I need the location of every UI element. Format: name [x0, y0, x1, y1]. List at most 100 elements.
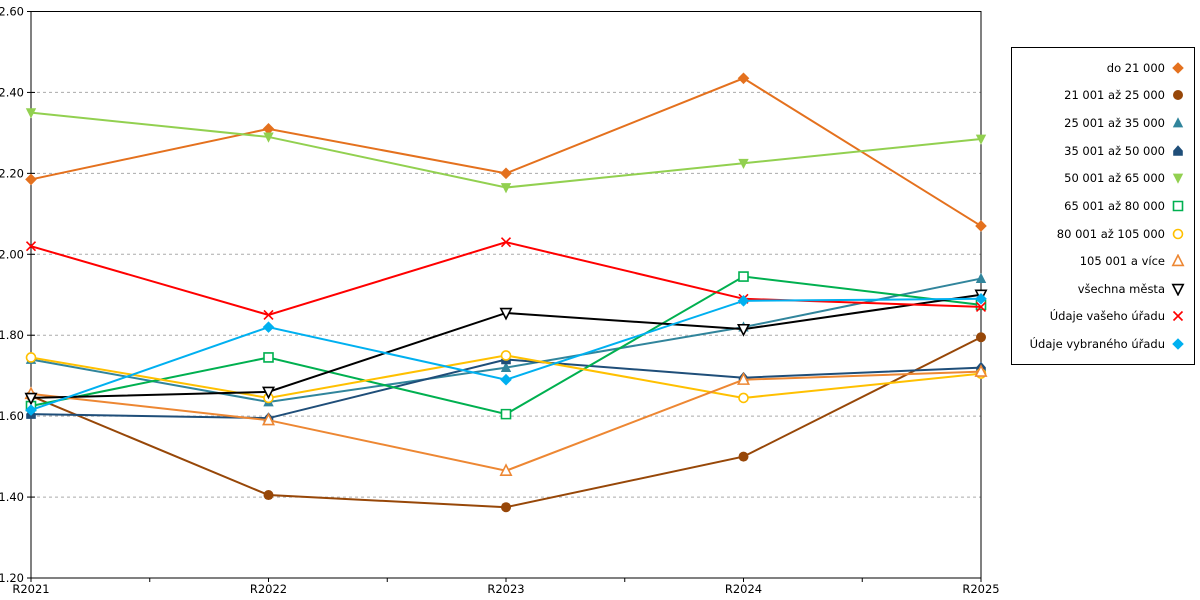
triangle-up-open-marker-icon [974, 364, 988, 377]
legend-item-label: 35 001 až 50 000 [1064, 143, 1165, 158]
triangle-down-open-icon [1171, 283, 1185, 296]
legend-item-label: 105 001 a více [1079, 254, 1165, 269]
legend-item-6: 80 001 až 105 000 [1016, 221, 1186, 247]
triangle-down-filled-icon [1172, 173, 1184, 185]
legend-item-label: 80 001 až 105 000 [1056, 226, 1165, 241]
x-marker-icon [1172, 311, 1184, 322]
pentagon-filled-marker-icon [1173, 144, 1183, 156]
triangle-down-open-marker-icon [1171, 283, 1185, 296]
circle-filled-marker-icon [501, 502, 511, 513]
series-markers-10 [25, 292, 987, 416]
legend-item-10: Údaje vybraného úřadu [1016, 331, 1186, 357]
triangle-down-open-marker-icon [499, 307, 513, 321]
circle-filled-marker-icon [1173, 90, 1183, 101]
diamond-filled-marker-icon [500, 167, 512, 180]
x-icon [1172, 311, 1184, 322]
square-open-marker-icon [500, 408, 512, 420]
x-axis-label: R2022 [250, 582, 287, 596]
series-markers-8 [24, 289, 988, 406]
triangle-up-filled-marker-icon [1172, 117, 1184, 128]
legend-item-1: 21 001 až 25 000 [1016, 82, 1186, 108]
y-axis-label: 1.80 [0, 328, 24, 342]
series-line-0 [30, 77, 982, 227]
diamond-filled-marker-icon [737, 295, 750, 307]
diamond-filled-marker-icon [975, 220, 987, 232]
triangle-up-open-marker-icon [499, 463, 513, 476]
diamond-filled-marker-icon [737, 72, 750, 85]
triangle-up-filled-marker-icon [975, 272, 987, 283]
y-axis-label: 2.40 [0, 85, 24, 99]
circle-open-icon [1172, 228, 1184, 239]
legend-item-5: 65 001 až 80 000 [1016, 193, 1186, 219]
series-markers-2 [25, 272, 987, 407]
circle-filled-icon [1173, 90, 1183, 101]
square-open-marker-icon [1172, 200, 1184, 212]
y-axis-label: 2.20 [0, 166, 24, 180]
y-axis-label: 1.40 [0, 490, 24, 504]
legend-item-3: 35 001 až 50 000 [1016, 138, 1186, 164]
x-marker-icon [263, 309, 274, 321]
legend-item-0: do 21 000 [1016, 55, 1186, 81]
pentagon-filled-icon [1173, 144, 1183, 156]
chart-legend: do 21 000 21 001 až 25 000 25 001 až 35 00… [1011, 47, 1195, 365]
diamond-filled-marker-icon [25, 173, 37, 186]
triangle-up-open-marker-icon [1171, 254, 1185, 267]
legend-item-7: 105 001 a více [1016, 248, 1186, 274]
x-marker-icon [500, 237, 512, 248]
diamond-filled-icon [1172, 62, 1184, 74]
diamond-filled-marker-icon [262, 123, 275, 135]
triangle-down-filled-marker-icon [738, 158, 749, 170]
triangle-down-open-marker-icon [24, 392, 38, 406]
x-axis-label: R2023 [487, 582, 524, 596]
diamond-filled-icon [1172, 338, 1184, 350]
diamond-filled-marker-icon [25, 404, 37, 416]
circle-filled-marker-icon [738, 451, 749, 462]
circle-open-marker-icon [1172, 228, 1184, 239]
y-axis-label: 1.60 [0, 409, 24, 423]
y-axis-label: 2.60 [0, 5, 24, 19]
series-markers-5 [25, 271, 987, 420]
y-axis-label: 2.00 [0, 247, 24, 261]
legend-item-label: 65 001 až 80 000 [1064, 198, 1165, 213]
y-axis-label: 1.20 [0, 571, 24, 585]
series-markers-4 [25, 108, 987, 194]
legend-item-8: všechna města [1016, 276, 1186, 302]
circle-open-marker-icon [738, 392, 749, 404]
legend-item-label: Údaje vašeho úřadu [1049, 309, 1165, 324]
diamond-filled-marker-icon [500, 373, 512, 386]
legend-item-2: 25 001 až 35 000 [1016, 110, 1186, 136]
triangle-down-filled-marker-icon [500, 183, 512, 194]
triangle-down-open-marker-icon [261, 386, 276, 400]
x-axis-label: R2025 [962, 582, 999, 596]
series-markers-0 [25, 72, 987, 232]
legend-item-label: 50 001 až 65 000 [1064, 171, 1165, 186]
circle-open-marker-icon [500, 350, 512, 361]
x-axis-label: R2021 [12, 582, 49, 596]
legend-item-label: do 21 000 [1106, 60, 1165, 75]
circle-filled-marker-icon [263, 490, 274, 501]
square-open-icon [1172, 200, 1184, 212]
legend-item-label: Údaje vybraného úřadu [1029, 337, 1165, 352]
series-line-9 [30, 241, 982, 317]
triangle-down-open-marker-icon [736, 323, 751, 337]
plot-border [30, 11, 982, 579]
triangle-up-filled-icon [1172, 117, 1184, 128]
triangle-up-open-marker-icon [261, 412, 276, 426]
triangle-down-filled-marker-icon [1172, 173, 1184, 185]
triangle-up-open-marker-icon [736, 372, 751, 385]
square-open-marker-icon [263, 352, 274, 363]
x-marker-icon [975, 301, 987, 312]
x-axis-label: R2024 [725, 582, 762, 596]
legend-item-label: všechna města [1077, 281, 1165, 296]
x-marker-icon [25, 241, 37, 252]
diamond-filled-marker-icon [975, 292, 987, 305]
legend-item-4: 50 001 až 65 000 [1016, 165, 1186, 191]
circle-open-marker-icon [25, 352, 37, 363]
triangle-down-filled-marker-icon [263, 132, 274, 143]
diamond-filled-marker-icon [1172, 62, 1184, 74]
square-open-marker-icon [738, 271, 749, 282]
legend-item-label: 25 001 až 35 000 [1064, 116, 1165, 131]
legend-item-label: 21 001 až 25 000 [1064, 88, 1165, 103]
